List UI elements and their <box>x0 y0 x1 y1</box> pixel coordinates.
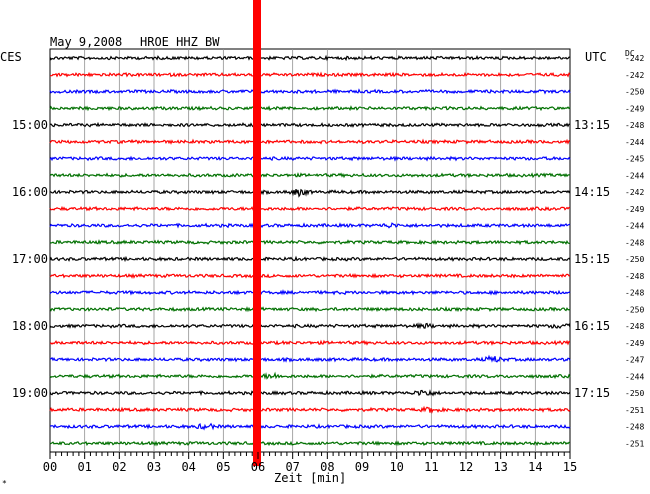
seismic-trace <box>49 306 571 313</box>
right-hour-label: 13:15 <box>574 118 610 132</box>
right-hour-label: 14:15 <box>574 185 610 199</box>
seismic-trace <box>49 105 571 112</box>
x-tick-label: 09 <box>355 460 369 474</box>
dc-offset-value: -248 <box>625 423 644 432</box>
dc-offset-value: -248 <box>625 121 644 130</box>
seismic-trace <box>49 322 571 330</box>
dc-label: DC <box>625 49 635 58</box>
seismic-trace <box>49 272 571 279</box>
x-tick-label: 03 <box>147 460 161 474</box>
dc-offset-value: -249 <box>625 339 644 348</box>
left-hour-label: 16:00 <box>12 185 48 199</box>
x-tick-label: 01 <box>77 460 91 474</box>
dc-offset-value: -248 <box>625 289 644 298</box>
seismic-trace <box>49 389 571 397</box>
highlight-band <box>253 0 261 466</box>
seismic-trace <box>49 222 571 229</box>
x-tick-label: 13 <box>493 460 507 474</box>
x-tick-label: 00 <box>43 460 57 474</box>
seismic-trace <box>49 354 571 363</box>
seismic-trace <box>49 155 571 162</box>
hour-labels: 15:00 13:15 16:00 14:15 17:00 15:15 18:00 16:15… <box>12 118 610 400</box>
seismic-trace <box>49 422 571 431</box>
seismic-trace <box>49 255 571 263</box>
x-tick-label: 05 <box>216 460 230 474</box>
dc-offset-labels: -242 -242 -250 -249 -248 -244 -245 -244 -242 -249… <box>625 54 644 448</box>
left-hour-label: 19:00 <box>12 386 48 400</box>
x-tick-label: 08 <box>320 460 334 474</box>
left-hour-label: 17:00 <box>12 252 48 266</box>
dc-offset-value: -248 <box>625 322 644 331</box>
left-hour-label: 18:00 <box>12 319 48 333</box>
x-axis-label: Zeit [min] <box>274 471 346 485</box>
x-tick-label: 10 <box>389 460 403 474</box>
dc-offset-value: -249 <box>625 205 644 214</box>
dc-offset-value: -244 <box>625 171 644 180</box>
seismic-trace <box>49 371 571 380</box>
left-hour-label: 15:00 <box>12 118 48 132</box>
seismic-traces <box>49 54 571 447</box>
dc-offset-value: -250 <box>625 389 644 398</box>
highlight-minute-band <box>253 0 261 466</box>
seismic-trace <box>49 71 571 78</box>
seismic-trace <box>49 239 571 246</box>
dc-offset-value: -245 <box>625 155 644 164</box>
dc-offset-value: -248 <box>625 272 644 281</box>
x-axis: 00 01 02 03 04 05 06 07 08 09 10 11 12 13 14 15 <box>43 452 577 474</box>
seismic-trace <box>49 54 571 62</box>
right-hour-label: 16:15 <box>574 319 610 333</box>
dc-offset-value: -250 <box>625 305 644 314</box>
dc-offset-value: -250 <box>625 255 644 264</box>
x-tick-label: 14 <box>528 460 542 474</box>
dc-offset-value: -247 <box>625 356 644 365</box>
seismic-trace <box>49 172 571 179</box>
dc-offset-value: -244 <box>625 138 644 147</box>
chart-date: May 9,2008 <box>50 35 122 49</box>
dc-offset-value: -244 <box>625 222 644 231</box>
chart-station: HROE HHZ BW <box>140 35 220 49</box>
seismic-trace <box>49 440 571 447</box>
seismic-trace <box>49 339 571 346</box>
right-timezone-label: UTC <box>585 50 607 64</box>
dc-offset-value: -251 <box>625 439 644 448</box>
dc-offset-value: -242 <box>625 188 644 197</box>
dc-offset-value: -250 <box>625 88 644 97</box>
dc-offset-value: -242 <box>625 54 644 63</box>
x-tick-label: 06 <box>251 460 265 474</box>
right-hour-label: 15:15 <box>574 252 610 266</box>
x-tick-label: 11 <box>424 460 438 474</box>
dc-offset-value: -244 <box>625 372 644 381</box>
seismic-trace <box>49 205 571 212</box>
seismic-trace <box>49 405 571 414</box>
right-hour-label: 17:15 <box>574 386 610 400</box>
dc-offset-value: -248 <box>625 238 644 247</box>
dc-offset-value: -242 <box>625 71 644 80</box>
left-timezone-label: CES <box>0 50 22 64</box>
seismic-trace <box>49 121 570 128</box>
seismic-trace <box>49 289 571 296</box>
seismic-trace <box>49 138 571 145</box>
x-tick-label: 07 <box>285 460 299 474</box>
x-tick-label: 02 <box>112 460 126 474</box>
corner-mark: * <box>2 479 7 488</box>
dc-offset-value: -251 <box>625 406 644 415</box>
seismic-trace <box>49 88 571 95</box>
x-tick-label: 04 <box>181 460 195 474</box>
seismic-trace <box>49 188 571 198</box>
x-tick-label: 15 <box>563 460 577 474</box>
x-tick-label: 12 <box>459 460 473 474</box>
dc-offset-value: -249 <box>625 104 644 113</box>
